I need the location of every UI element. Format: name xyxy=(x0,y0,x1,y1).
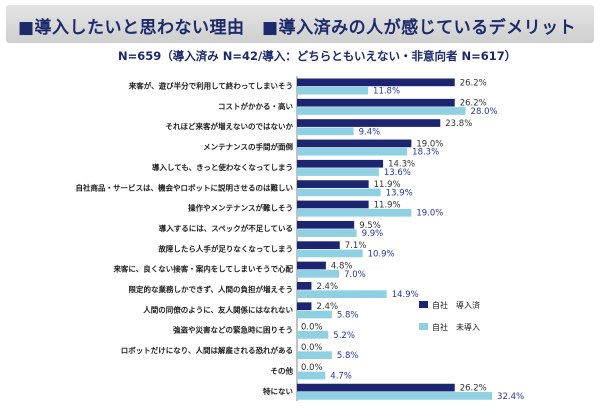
bar-adopted xyxy=(297,180,369,188)
title-bar: ■導入したいと思わない理由 ■導入済みの人が感じているデメリット xyxy=(6,5,594,43)
category-label: 来客が、遊び半分で利用して終わってしまいそう xyxy=(128,81,293,91)
bar-adopted xyxy=(297,302,312,311)
value-label-adopted: 4.8% xyxy=(331,261,353,271)
bar-not-adopted xyxy=(297,168,379,176)
value-label-not-adopted: 5.8% xyxy=(337,351,359,361)
value-label-not-adopted: 10.9% xyxy=(368,249,395,259)
bar-adopted xyxy=(297,261,326,270)
bar-not-adopted xyxy=(297,249,363,258)
value-label-not-adopted: 4.7% xyxy=(330,372,352,382)
value-label-adopted: 26.2% xyxy=(460,384,487,394)
category-label: 故障したら人手が足りなくなってしまう xyxy=(158,243,293,253)
bar-not-adopted xyxy=(297,147,408,156)
bar-adopted xyxy=(297,139,412,148)
bar-not-adopted xyxy=(297,331,329,339)
category-label: 強盗や災害などの緊急時に困りそう xyxy=(173,325,293,335)
value-label-not-adopted: 9.4% xyxy=(359,127,381,137)
bar-adopted xyxy=(297,78,455,87)
value-label-not-adopted: 19.0% xyxy=(416,209,443,219)
category-label: ロボットだけになり、人間は解雇される恐れがある xyxy=(121,345,293,355)
value-label-adopted: 14.3% xyxy=(388,160,415,170)
value-label-adopted: 2.4% xyxy=(316,302,338,312)
category-label: 操作やメンテナンスが難しそう xyxy=(188,203,293,213)
bar-adopted xyxy=(297,241,340,249)
category-label: 来客に、良くない接客・案内をしてしまいそうで心配 xyxy=(112,264,293,274)
bar-adopted xyxy=(297,98,455,107)
bar-adopted xyxy=(297,159,384,168)
category-label: 自社商品・サービスは、機会やロボットに説明させるのは難しい xyxy=(76,182,294,192)
value-label-adopted: 7.1% xyxy=(345,241,367,251)
value-label-adopted: 26.2% xyxy=(460,99,487,109)
value-label-adopted: 19.0% xyxy=(416,139,443,149)
category-label: 導入するには、スペックが不足している xyxy=(159,223,293,233)
value-label-not-adopted: 13.6% xyxy=(384,168,411,178)
value-label-not-adopted: 32.4% xyxy=(497,392,524,402)
bar-not-adopted xyxy=(297,269,340,278)
bar-adopted xyxy=(297,119,441,127)
bar-adopted xyxy=(297,220,355,229)
category-label: 導入しても、きっと使わなくなってしまう xyxy=(152,162,293,172)
chart-title: ■導入したいと思わない理由 ■導入済みの人が感じているデメリット xyxy=(18,18,577,38)
bar-not-adopted xyxy=(297,290,387,298)
category-label: その他 xyxy=(271,365,294,375)
value-label-not-adopted: 13.9% xyxy=(386,188,413,198)
value-label-adopted: 26.2% xyxy=(460,78,487,88)
value-label-not-adopted: 18.3% xyxy=(412,148,439,158)
bar-not-adopted xyxy=(297,310,332,319)
value-label-not-adopted: 11.8% xyxy=(373,87,400,97)
value-label-adopted: 0.0% xyxy=(301,363,323,373)
bar-not-adopted xyxy=(297,229,357,237)
legend-label-not-adopted: 自社 未導入 xyxy=(432,322,480,332)
category-label: 人間の同僚のように、友人関係にはなれない xyxy=(143,304,293,314)
value-label-adopted: 0.0% xyxy=(301,323,323,333)
value-label-adopted: 11.9% xyxy=(374,200,401,210)
category-label: メンテナンスの手間が面倒 xyxy=(203,142,293,152)
value-label-adopted: 2.4% xyxy=(316,282,338,292)
legend-swatch-adopted xyxy=(419,301,428,308)
value-label-not-adopted: 5.2% xyxy=(333,331,355,341)
legend-label-adopted: 自社 導入済 xyxy=(432,300,480,310)
value-label-adopted: 23.8% xyxy=(445,119,472,129)
chart-subtitle: N=659（導入済み N=42/導入：どちらともいえない・非意向者 N=617） xyxy=(118,49,517,63)
bar-adopted xyxy=(297,282,312,290)
bar-not-adopted xyxy=(297,208,412,217)
value-label-not-adopted: 14.9% xyxy=(392,290,419,300)
category-label: コストがかかる・高い xyxy=(218,101,293,111)
value-label-not-adopted: 28.0% xyxy=(471,107,498,117)
bar-not-adopted xyxy=(297,351,332,360)
value-label-adopted: 0.0% xyxy=(301,343,323,353)
bar-not-adopted xyxy=(297,371,326,380)
bar-not-adopted xyxy=(297,392,493,400)
category-label: それほど来客が増えないのではないか xyxy=(166,121,294,131)
bar-adopted xyxy=(297,383,455,392)
value-label-not-adopted: 9.9% xyxy=(362,229,384,239)
value-label-not-adopted: 7.0% xyxy=(344,270,366,280)
category-label: 特にない xyxy=(263,386,293,396)
bar-adopted xyxy=(297,200,369,209)
bar-not-adopted xyxy=(297,107,466,115)
value-label-adopted: 9.5% xyxy=(359,221,381,231)
value-label-not-adopted: 5.8% xyxy=(337,310,359,320)
category-label: 限定的な業務しかできず、人間の負担が増えそう xyxy=(129,284,293,294)
bar-not-adopted xyxy=(297,86,369,95)
legend-swatch-not-adopted xyxy=(419,323,428,330)
bar-not-adopted xyxy=(297,188,381,197)
legend: 自社 導入済 自社 未導入 xyxy=(419,300,480,332)
value-label-adopted: 11.9% xyxy=(374,180,401,190)
bar-not-adopted xyxy=(297,127,354,136)
